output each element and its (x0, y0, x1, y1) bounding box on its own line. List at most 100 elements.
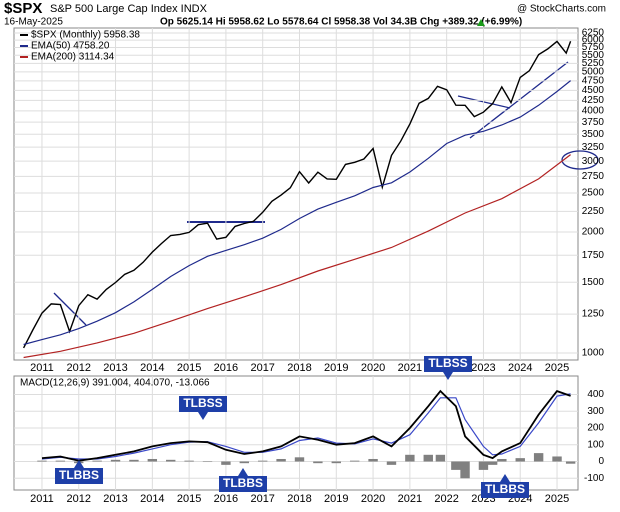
y-tick-label: 300 (587, 406, 604, 417)
x-tick-label: 2019 (324, 493, 348, 505)
annotation-box (219, 476, 267, 492)
x-tick-label: 2017 (250, 362, 274, 374)
histogram-bar (55, 460, 66, 462)
histogram-bar (239, 461, 250, 464)
highlight-ellipse (561, 150, 599, 170)
source: @ StockCharts.com (517, 4, 606, 15)
x-tick-label: 2025 (545, 493, 569, 505)
histogram-bar (92, 460, 102, 462)
histogram-bar (258, 460, 268, 462)
y-tick-label: 1500 (582, 277, 605, 288)
quote: Op 5625.14 Hi 5958.62 Lo 5578.64 Cl 5958… (160, 17, 522, 28)
histogram-bar (184, 460, 194, 462)
x-tick-label: 2023 (471, 362, 495, 374)
legend-entry: EMA(50) 4758.20 (31, 41, 110, 52)
histogram-bar (497, 458, 507, 462)
macd-legend: MACD(12,26,9) 391.004, 404.070, -13.066 (20, 378, 210, 389)
x-tick-label: 2020 (361, 493, 385, 505)
x-tick-label: 2016 (214, 362, 238, 374)
annotation-label: TLBBS (485, 482, 525, 496)
histogram-bar (313, 461, 323, 464)
x-tick-label: 2017 (250, 493, 274, 505)
annotation-label: TLBBS (223, 476, 263, 490)
x-tick-label: 2011 (30, 362, 54, 374)
histogram-bar (565, 461, 576, 464)
y-tick-label: 1000 (582, 348, 605, 359)
y-tick-label: 4750 (582, 76, 605, 87)
histogram-bar (294, 457, 305, 462)
histogram-bar (166, 459, 176, 462)
histogram-bar (405, 454, 415, 462)
histogram-bar (435, 454, 446, 462)
annotation-arrow (74, 460, 84, 468)
symbol: $SPX (4, 0, 42, 17)
x-tick-label: 2012 (67, 493, 91, 505)
annotation-arrow (198, 412, 208, 420)
series-line (23, 80, 571, 346)
x-tick-label: 2021 (398, 493, 422, 505)
histogram-bar (147, 458, 158, 462)
y-tick-label: 1750 (582, 250, 605, 261)
series-line (23, 154, 571, 359)
y-tick-label: 4250 (582, 95, 605, 106)
date: 16-May-2025 (4, 17, 63, 28)
y-tick-label: 5500 (582, 50, 605, 61)
histogram-bar (386, 461, 397, 465)
histogram-bar (515, 458, 525, 462)
trendline (457, 95, 511, 109)
y-tick-label: 5000 (582, 67, 605, 78)
x-tick-label: 2024 (508, 362, 532, 374)
x-tick-label: 2013 (103, 362, 127, 374)
histogram-bar (533, 453, 544, 462)
y-tick-label: 3500 (582, 129, 605, 140)
y-tick-label: 3750 (582, 117, 605, 128)
macd-panel (13, 375, 579, 491)
histogram-bar (368, 458, 378, 462)
histogram-bar (110, 459, 121, 462)
x-tick-label: 2015 (177, 493, 201, 505)
macd-line (41, 393, 571, 460)
y-tick-label: -100 (584, 473, 604, 484)
histogram-bar (221, 461, 231, 465)
x-tick-label: 2015 (177, 362, 201, 374)
y-tick-label: 4000 (582, 106, 605, 117)
x-tick-label: 2014 (140, 493, 164, 505)
x-tick-label: 2025 (545, 362, 569, 374)
y-tick-label: 200 (587, 423, 604, 434)
annotation-label: TLBBS (59, 468, 99, 482)
histogram-bar (129, 459, 139, 462)
annotation-arrow (500, 474, 510, 482)
histogram-bar (460, 461, 470, 479)
annotation-arrow (238, 468, 248, 476)
y-tick-label: 4500 (582, 85, 605, 96)
x-tick-label: 2013 (103, 493, 127, 505)
series-line (22, 40, 572, 349)
annotation-box (55, 468, 103, 484)
histogram-bar (331, 461, 341, 464)
histogram-bar (552, 456, 562, 462)
macd-line (41, 389, 571, 462)
y-tick-label: 2500 (582, 188, 605, 199)
y-tick-label: 5750 (582, 42, 605, 53)
y-tick-label: 6250 (582, 28, 605, 39)
legend-entry: EMA(200) 3114.34 (31, 52, 115, 63)
histogram-bar (276, 458, 286, 462)
x-tick-label: 2012 (67, 362, 91, 374)
x-tick-label: 2020 (361, 362, 385, 374)
y-tick-label: 1250 (582, 309, 605, 320)
annotation-box (481, 482, 529, 498)
histogram-bar (349, 460, 360, 462)
annotation-box (179, 396, 227, 412)
histogram-bar (37, 460, 47, 462)
y-tick-label: 3250 (582, 142, 605, 153)
price-panel (13, 27, 579, 361)
histogram-bar (451, 461, 461, 470)
x-tick-label: 2016 (214, 493, 238, 505)
histogram-bar (202, 461, 213, 463)
x-tick-label: 2022 (434, 493, 458, 505)
trendline (53, 292, 87, 326)
y-tick-label: 0 (598, 456, 604, 467)
annotation-label: TLBSS (428, 356, 467, 370)
